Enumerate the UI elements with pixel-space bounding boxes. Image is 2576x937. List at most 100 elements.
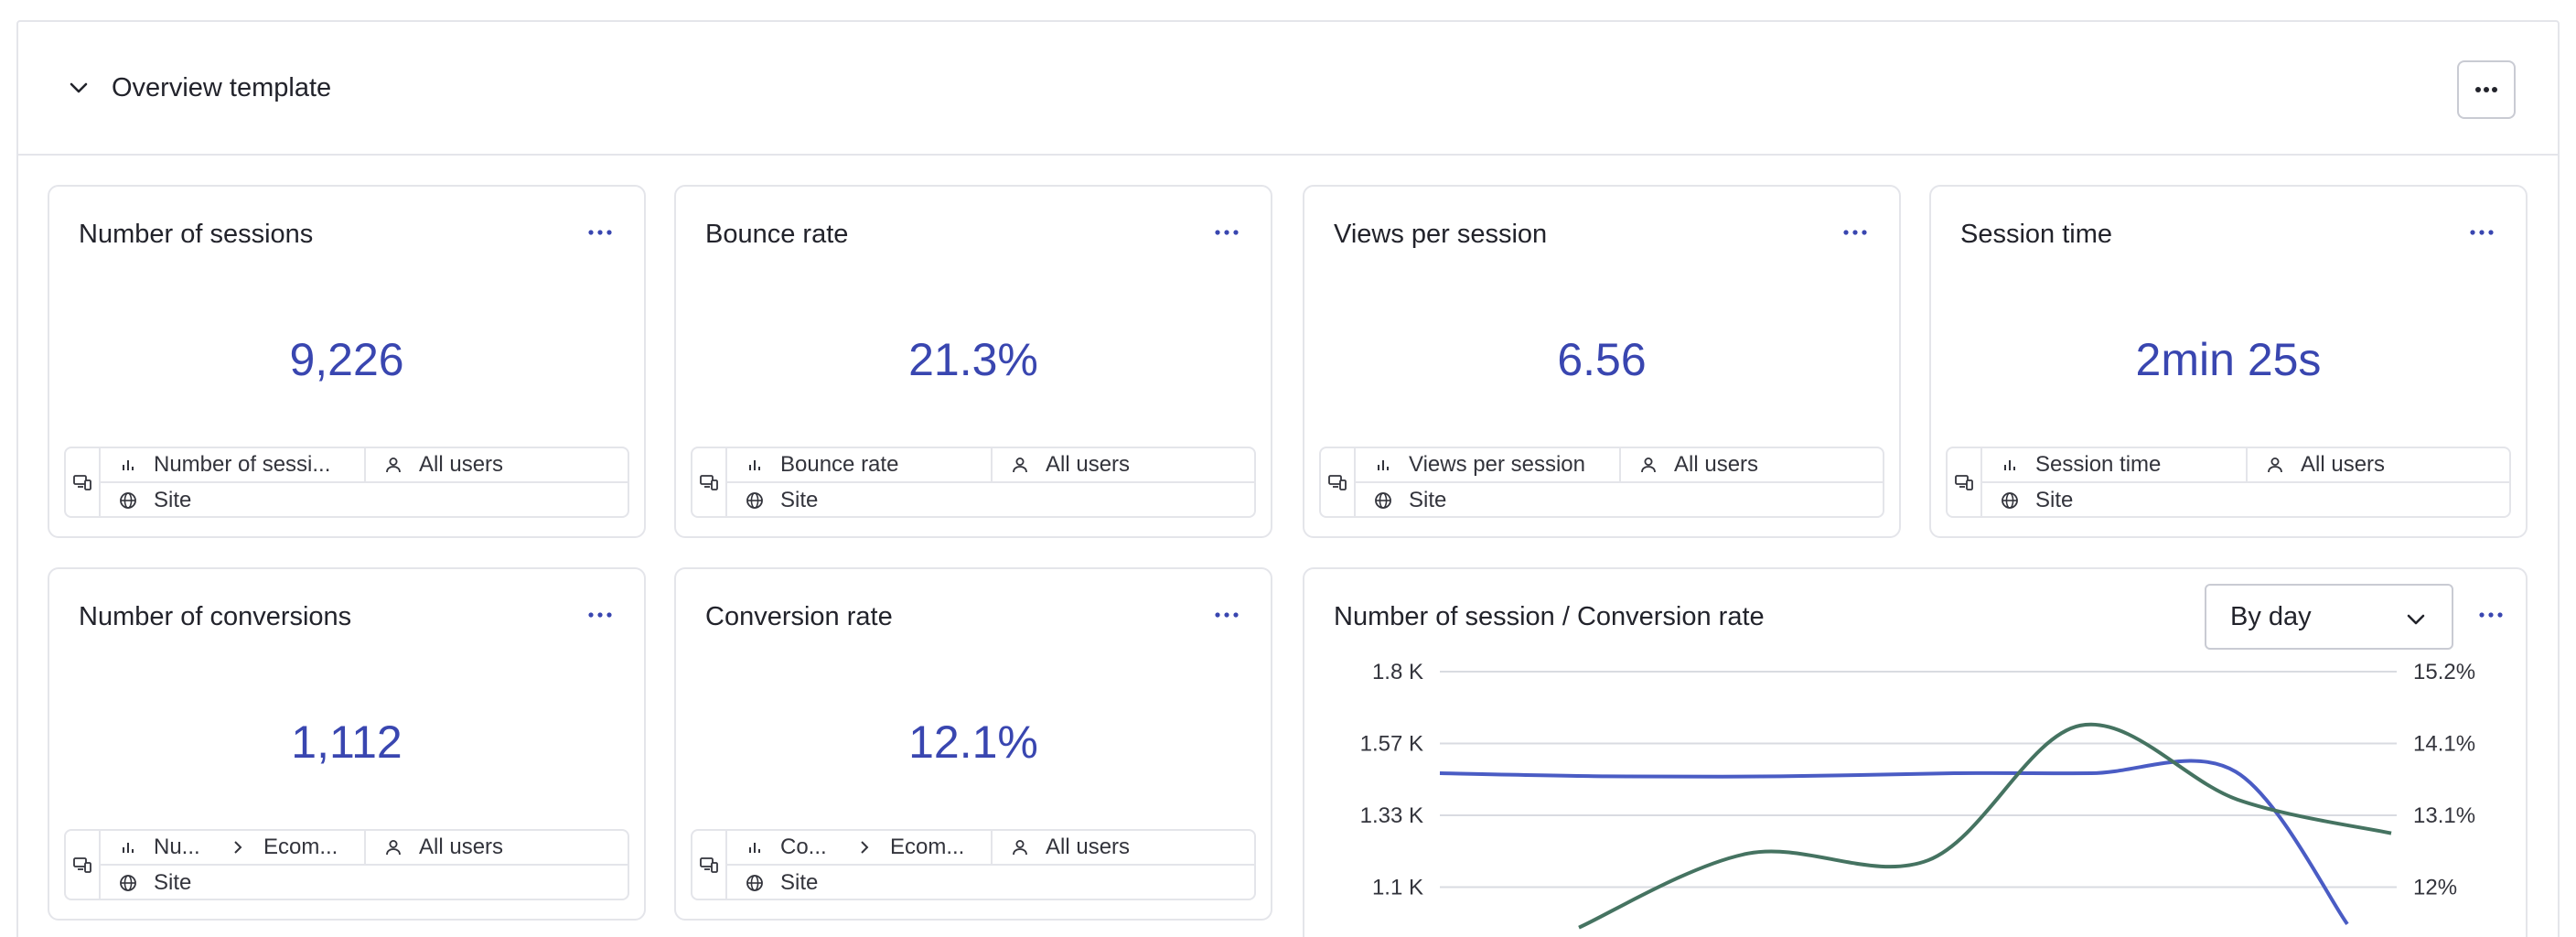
kpi-value: 2min 25s bbox=[2135, 334, 2322, 385]
scope-label: Site bbox=[154, 488, 192, 512]
card-meta: Bounce rate All users Site bbox=[691, 447, 1256, 518]
metric-label: Number of sessi... bbox=[154, 452, 331, 477]
goal-label: Ecom... bbox=[890, 835, 965, 859]
more-horizontal-icon bbox=[2470, 230, 2494, 235]
more-horizontal-icon bbox=[2475, 87, 2497, 92]
panel-title: Overview template bbox=[112, 73, 332, 102]
metric-label: Bounce rate bbox=[780, 452, 899, 477]
devices-icon bbox=[1321, 448, 1356, 516]
user-icon bbox=[384, 456, 402, 474]
granularity-select[interactable]: By day bbox=[2205, 584, 2453, 650]
audience-label: All users bbox=[419, 452, 504, 477]
y-right-tick-label: 13.1% bbox=[2413, 803, 2475, 828]
scope-segment: Site bbox=[746, 866, 1020, 900]
globe-icon bbox=[746, 874, 764, 892]
globe-icon bbox=[746, 491, 764, 510]
chevron-down-icon bbox=[2407, 614, 2425, 625]
card-meta: Number of sessi... All users Site bbox=[64, 447, 629, 518]
chart-card: Number of session / Conversion rate By d… bbox=[1303, 567, 2528, 937]
user-icon bbox=[384, 838, 402, 856]
bar-chart-icon bbox=[746, 456, 764, 474]
y-left-tick-label: 1.1 K bbox=[1372, 876, 1423, 900]
more-horizontal-icon bbox=[1843, 230, 1867, 235]
audience-segment: All users bbox=[1011, 831, 1249, 864]
more-horizontal-icon bbox=[588, 230, 612, 235]
metric-segment: Co... bbox=[746, 831, 855, 864]
globe-icon bbox=[119, 491, 137, 510]
audience-label: All users bbox=[419, 835, 504, 859]
metric-segment: Number of sessi... bbox=[119, 448, 366, 481]
audience-segment: All users bbox=[384, 831, 622, 864]
more-horizontal-icon bbox=[2479, 612, 2503, 618]
card-meta: Co... Ecom... All users Site bbox=[691, 829, 1256, 900]
card-more-button[interactable] bbox=[1212, 223, 1241, 242]
audience-segment: All users bbox=[384, 448, 622, 481]
audience-label: All users bbox=[1046, 452, 1131, 477]
kpi-card-session-time: Session time 2min 25s Session time All u… bbox=[1929, 185, 2528, 538]
kpi-card-conversion-rate: Conversion rate 12.1% Co... Ecom... All … bbox=[674, 567, 1272, 921]
kpi-card-sessions: Number of sessions 9,226 Number of sessi… bbox=[48, 185, 646, 538]
bar-chart-icon bbox=[746, 838, 764, 856]
devices-icon bbox=[692, 831, 727, 899]
card-meta: Nu... Ecom... All users Site bbox=[64, 829, 629, 900]
card-more-button[interactable] bbox=[585, 223, 615, 242]
metric-label: Session time bbox=[2035, 452, 2162, 477]
metric-segment: Bounce rate bbox=[746, 448, 993, 481]
devices-icon bbox=[692, 448, 727, 516]
audience-segment: All users bbox=[2266, 448, 2504, 481]
card-more-button[interactable] bbox=[1212, 606, 1241, 624]
audience-segment: All users bbox=[1639, 448, 1877, 481]
card-title: Session time bbox=[1960, 220, 2113, 249]
bar-chart-icon bbox=[119, 838, 137, 856]
y-left-tick-label: 1.57 K bbox=[1360, 732, 1423, 757]
audience-segment: All users bbox=[1011, 448, 1249, 481]
user-icon bbox=[1639, 456, 1658, 474]
scope-label: Site bbox=[2035, 488, 2074, 512]
card-more-button[interactable] bbox=[1841, 223, 1870, 242]
card-meta: Views per session All users Site bbox=[1319, 447, 1884, 518]
scope-label: Site bbox=[780, 488, 819, 512]
card-more-button[interactable] bbox=[2467, 223, 2496, 242]
card-title: Number of sessions bbox=[79, 220, 314, 249]
user-icon bbox=[2266, 456, 2284, 474]
devices-icon bbox=[66, 831, 101, 899]
devices-icon bbox=[66, 448, 101, 516]
scope-segment: Site bbox=[746, 483, 1020, 518]
metric-label: Views per session bbox=[1409, 452, 1585, 477]
chart-more-button[interactable] bbox=[2476, 606, 2506, 624]
card-title: Conversion rate bbox=[705, 602, 893, 631]
audience-label: All users bbox=[1046, 835, 1131, 859]
kpi-value: 6.56 bbox=[1557, 334, 1647, 385]
line-chart: 1.8 K 15.2% 1.57 K 14.1% 1.33 K 13.1% 1.1 K 12% bbox=[1360, 660, 2475, 930]
card-more-button[interactable] bbox=[585, 606, 615, 624]
kpi-value: 12.1% bbox=[908, 716, 1038, 768]
scope-label: Site bbox=[154, 870, 192, 895]
user-icon bbox=[1011, 838, 1029, 856]
bar-chart-icon bbox=[119, 456, 137, 474]
granularity-value: By day bbox=[2230, 601, 2312, 631]
panel-header: Overview template bbox=[18, 22, 2558, 156]
chevron-right-icon bbox=[229, 838, 247, 856]
chart-title: Number of session / Conversion rate bbox=[1334, 602, 1765, 631]
kpi-card-bounce-rate: Bounce rate 21.3% Bounce rate All users … bbox=[674, 185, 1272, 538]
audience-label: All users bbox=[1674, 452, 1759, 477]
series-line-1 bbox=[1439, 759, 2349, 926]
series-line-2 bbox=[1578, 722, 2392, 930]
kpi-card-conversions: Number of conversions 1,112 Nu... Ecom..… bbox=[48, 567, 646, 921]
chevron-down-icon[interactable] bbox=[66, 75, 91, 101]
globe-icon bbox=[1374, 491, 1392, 510]
more-horizontal-icon bbox=[1215, 230, 1239, 235]
scope-label: Site bbox=[780, 870, 819, 895]
devices-icon bbox=[1948, 448, 1982, 516]
y-left-tick-label: 1.8 K bbox=[1372, 660, 1423, 684]
metric-label: Nu... bbox=[154, 835, 200, 859]
panel-more-button[interactable] bbox=[2457, 60, 2516, 119]
bar-chart-icon bbox=[2001, 456, 2019, 474]
metric-segment: Views per session bbox=[1374, 448, 1621, 481]
y-right-tick-label: 14.1% bbox=[2413, 732, 2475, 757]
kpi-card-views-per-session: Views per session 6.56 Views per session… bbox=[1303, 185, 1901, 538]
globe-icon bbox=[2001, 491, 2019, 510]
card-title: Number of conversions bbox=[79, 602, 352, 631]
kpi-value: 1,112 bbox=[291, 716, 402, 768]
scope-segment: Site bbox=[119, 866, 393, 900]
